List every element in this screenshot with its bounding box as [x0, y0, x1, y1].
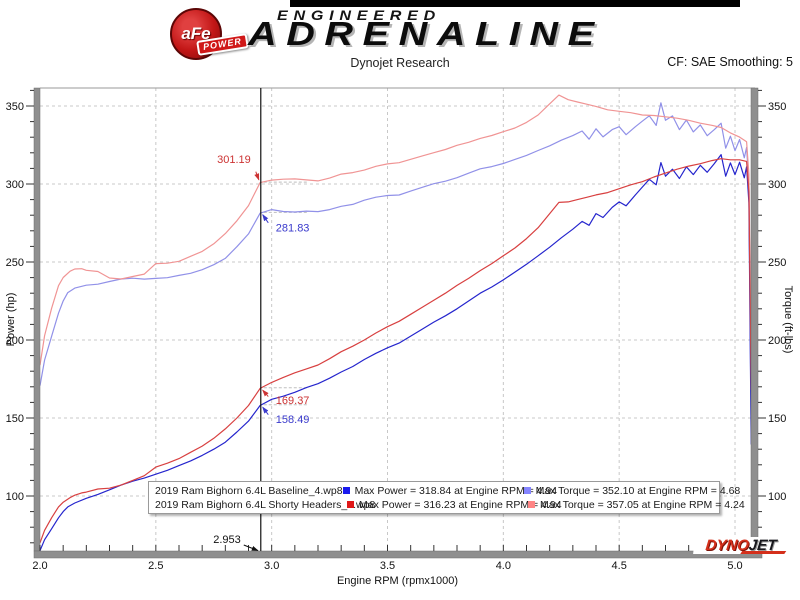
cursor-value-label: 281.83 — [276, 222, 310, 234]
svg-text:4.5: 4.5 — [612, 560, 627, 572]
cursor-annotations: 301.19 281.83 169.37 158.49 2.953 — [213, 154, 310, 551]
svg-text:5.0: 5.0 — [727, 560, 742, 572]
brand-adrenaline: ADRENALINE — [248, 15, 604, 52]
cf-smoothing-label: CF: SAE Smoothing: 5 — [667, 55, 793, 69]
legend-row-shorty-headers: 2019 Ram Bighorn 6.4L Shorty Headers_1.w… — [149, 498, 745, 512]
svg-text:250: 250 — [768, 257, 786, 269]
axis-bars — [33, 87, 763, 559]
brand-engineered: ENGINEERED — [277, 7, 441, 23]
svg-text:300: 300 — [768, 179, 786, 191]
svg-text:150: 150 — [6, 413, 24, 425]
svg-text:100: 100 — [6, 491, 24, 503]
legend-box: 2019 Ram Bighorn 6.4L Baseline_4.wp8 Max… — [148, 481, 745, 514]
series-shorty-headers-power-hp — [39, 158, 752, 544]
power-swatch-red — [347, 501, 354, 508]
torque-swatch-blue — [523, 487, 531, 494]
series-baseline-torque-ftlbs — [39, 102, 752, 438]
series-shorty-headers-torque-ftlbs — [39, 94, 752, 381]
svg-text:300: 300 — [6, 179, 24, 191]
svg-text:350: 350 — [6, 101, 24, 113]
svg-text:2.0: 2.0 — [32, 560, 47, 572]
axis-ticks — [26, 89, 766, 551]
chart-title: Dynojet Research — [350, 56, 450, 70]
svg-text:250: 250 — [6, 257, 24, 269]
legend-file-name: 2019 Ram Bighorn 6.4L Baseline_4.wp8 — [155, 484, 343, 497]
x-axis-title: Engine RPM (rpmx1000) — [337, 575, 458, 587]
cursor-value-label: 301.19 — [217, 154, 251, 166]
tick-labels: 2.0 2.5 3.0 3.5 4.0 4.5 5.0 100 100 150 150 200 200 2… — [6, 101, 787, 572]
legend-max-torque: Max Torque = 352.10 at Engine RPM = 4.68 — [535, 484, 741, 497]
left-axis-title: Power (hp) — [5, 293, 17, 347]
svg-text:100: 100 — [768, 491, 786, 503]
svg-text:200: 200 — [768, 335, 786, 347]
svg-text:200: 200 — [6, 335, 24, 347]
svg-text:350: 350 — [768, 101, 786, 113]
svg-text:3.0: 3.0 — [264, 560, 279, 572]
cursor-value-label: 169.37 — [276, 395, 310, 407]
legend-row-baseline: 2019 Ram Bighorn 6.4L Baseline_4.wp8 Max… — [149, 484, 740, 498]
cursor-value-label: 158.49 — [276, 414, 310, 426]
right-axis-title: Torque (ft-lbs) — [782, 286, 794, 354]
svg-text:2.5: 2.5 — [148, 560, 163, 572]
afe-logo-text: aFe — [181, 24, 211, 43]
svg-text:4.0: 4.0 — [496, 560, 511, 572]
legend-max-power: Max Power = 316.23 at Engine RPM = 4.94 — [359, 498, 562, 511]
dynojet-logo-swoosh — [740, 551, 787, 554]
svg-text:3.5: 3.5 — [380, 560, 395, 572]
legend-file-name: 2019 Ram Bighorn 6.4L Shorty Headers_1.w… — [155, 498, 376, 511]
power-swatch-blue — [342, 487, 350, 494]
header-black-bar — [290, 0, 740, 7]
afe-power-logo: aFe — [170, 8, 222, 60]
legend-max-power: Max Power = 318.84 at Engine RPM = 4.94 — [354, 484, 558, 497]
legend-max-torque: Max Torque = 357.05 at Engine RPM = 4.24 — [540, 498, 745, 511]
cursor-rpm-label: 2.953 — [213, 534, 241, 546]
dynojet-logo: DYNOJET — [693, 537, 789, 554]
torque-swatch-red — [528, 501, 535, 508]
svg-text:150: 150 — [768, 413, 786, 425]
